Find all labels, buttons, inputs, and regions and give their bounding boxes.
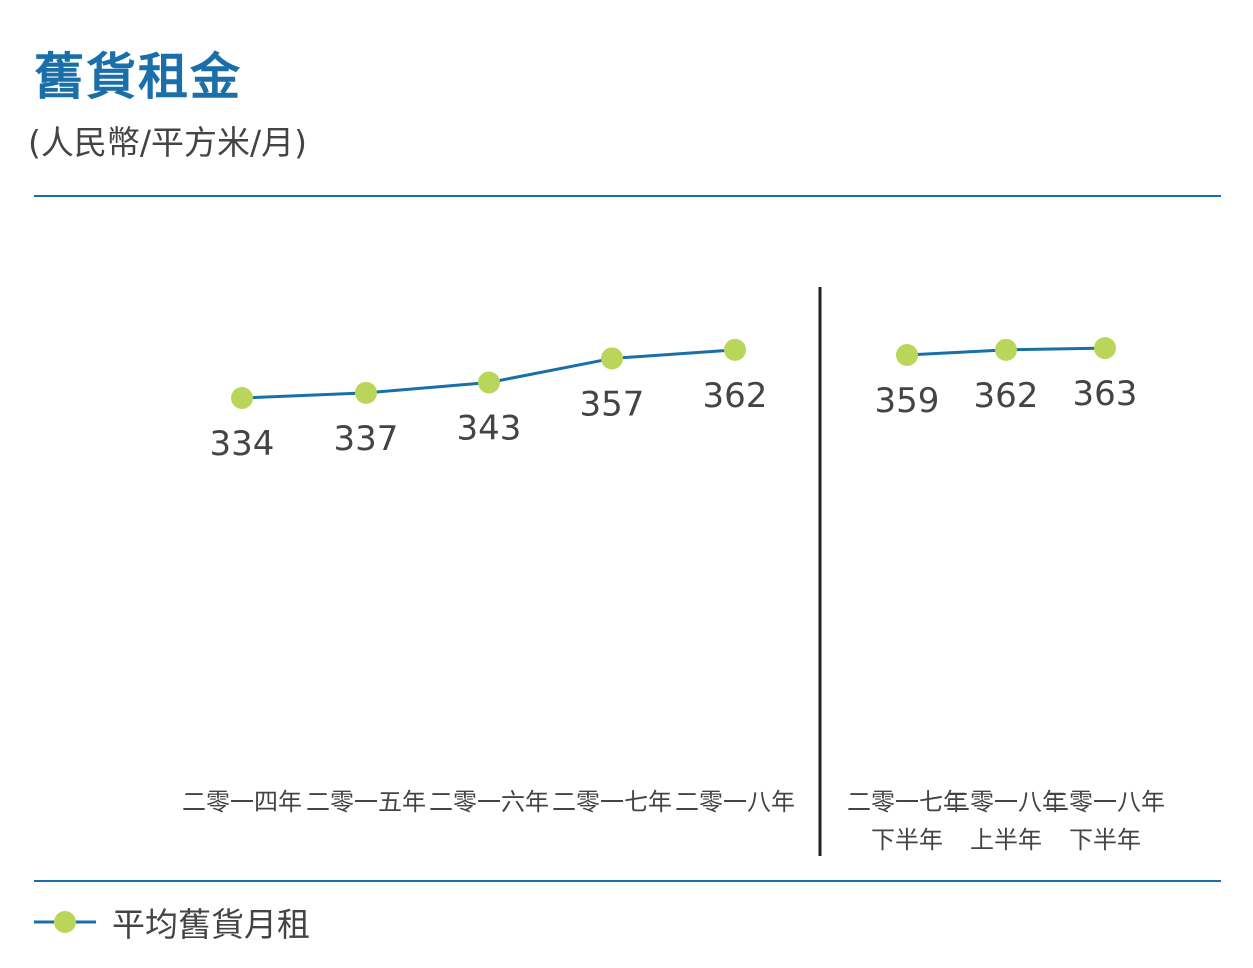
chart-title: 舊貨租金 [34,48,242,106]
legend: 平均舊貨月租 [34,900,310,944]
category-tick-label: 二零一五年 [306,788,426,816]
data-label: 334 [210,424,275,464]
data-point-marker [478,371,500,394]
data-label: 343 [457,409,522,449]
category-tick-label: 上半年 [970,826,1042,854]
data-label: 362 [703,376,768,416]
chart-subtitle: (人民幣/平方米/月) [28,123,307,162]
data-label: 362 [974,376,1039,416]
data-label: 359 [875,381,940,421]
data-point-marker [355,381,377,404]
category-tick-label: 二零一七年 [552,788,672,816]
data-point-marker [1094,337,1116,360]
data-label: 337 [334,419,399,459]
data-label: 357 [580,384,645,424]
category-tick-label: 二零一八年 [675,788,795,816]
legend-line-marker-icon [34,900,96,944]
category-tick-label: 二零一六年 [429,788,549,816]
category-tick-label: 下半年 [1069,826,1141,854]
category-tick-label: 二零一四年 [182,788,302,816]
bottom-rule [34,880,1221,882]
data-label: 363 [1073,374,1138,414]
data-point-marker [601,347,623,370]
data-point-marker [724,338,746,361]
legend-label: 平均舊貨月租 [112,905,310,944]
data-point-marker [231,387,253,409]
data-point-marker [995,338,1017,361]
category-tick-label: 二零一七年 [847,788,967,816]
category-tick-label: 下半年 [871,826,943,854]
category-tick-label: 二零一八年 [1045,788,1165,816]
data-point-marker [896,344,918,366]
category-tick-label: 二零一八年 [946,788,1066,816]
top-rule [34,195,1221,197]
